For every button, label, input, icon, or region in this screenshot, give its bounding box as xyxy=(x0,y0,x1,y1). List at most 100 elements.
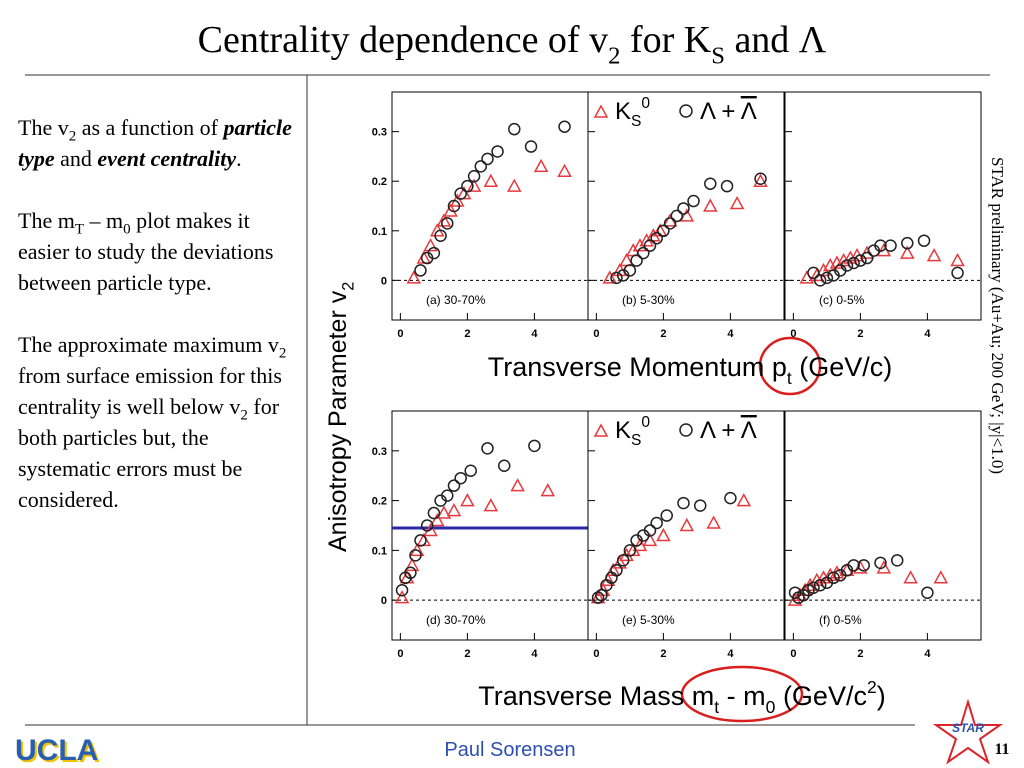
lambda-marker xyxy=(508,122,521,136)
ks-marker xyxy=(632,537,648,552)
panel-frame xyxy=(784,91,982,321)
panel-label: (e) 5-30% xyxy=(622,613,675,627)
lambda-marker xyxy=(704,177,717,190)
ks-marker xyxy=(423,238,438,252)
text-segment: 2 xyxy=(340,282,358,291)
lambda-marker xyxy=(414,264,427,277)
text-segment: 0 xyxy=(123,221,131,238)
text-segment: Λ xyxy=(741,98,757,125)
text-segment: – m xyxy=(84,208,124,233)
lambda-marker xyxy=(434,229,447,242)
text-segment: and Λ xyxy=(725,19,827,61)
x-tick-label: 0 xyxy=(790,648,796,660)
panel-label: (d) 30-70% xyxy=(426,613,486,627)
ks-marker xyxy=(729,195,745,210)
ks-marker xyxy=(900,245,915,259)
ks-marker xyxy=(443,203,458,217)
lambda-marker xyxy=(663,217,677,230)
lambda-marker xyxy=(917,234,931,247)
lambda-marker xyxy=(820,271,834,285)
lambda-marker xyxy=(670,209,684,223)
text-segment: S xyxy=(711,42,725,69)
y-tick-label: 0 xyxy=(381,275,387,287)
legend-marker xyxy=(679,104,693,118)
lambda-marker xyxy=(427,506,441,520)
lambda-marker xyxy=(610,564,623,577)
text-segment: Anisotropy Parameter v xyxy=(324,290,352,552)
lambda-marker xyxy=(467,170,481,183)
text-segment: for K xyxy=(620,19,711,61)
ks-marker xyxy=(557,163,572,178)
ks-marker xyxy=(679,517,695,532)
lambda-marker xyxy=(643,524,657,537)
lambda-marker xyxy=(720,179,734,193)
ks-marker xyxy=(703,198,718,212)
rich-text: KS0 xyxy=(615,414,650,449)
x-tick-label: 4 xyxy=(531,328,538,340)
y-tick-label: 0.1 xyxy=(372,545,387,557)
text-segment: 2 xyxy=(240,407,248,424)
text-segment: S xyxy=(631,432,641,449)
lambda-marker xyxy=(874,239,887,252)
lambda-marker xyxy=(630,254,643,267)
ucla-logo: UCLA xyxy=(15,734,98,767)
text-segment: The m xyxy=(18,208,75,233)
x-tick-label: 2 xyxy=(464,648,470,660)
page-number: 11 xyxy=(994,741,1009,758)
y-tick-label: 0.1 xyxy=(372,226,387,238)
x-tick-label: 0 xyxy=(593,328,599,340)
ks-marker xyxy=(436,505,452,519)
rich-text: Λ + Λ xyxy=(700,98,757,125)
text-segment: Λ + xyxy=(700,417,741,444)
lambda-marker xyxy=(650,231,663,245)
x-tick-label: 0 xyxy=(790,328,796,340)
x-tick-label: 2 xyxy=(464,328,470,340)
lambda-marker xyxy=(481,442,494,455)
ks-marker xyxy=(394,590,410,604)
legend-marker xyxy=(593,104,609,118)
x-tick-label: 4 xyxy=(727,328,734,340)
ks-marker xyxy=(950,252,965,267)
panel-label: (f) 0-5% xyxy=(819,613,862,627)
ks-marker xyxy=(507,178,522,192)
lambda-marker xyxy=(890,554,904,567)
lambda-marker xyxy=(610,271,623,285)
text-segment: K xyxy=(615,98,631,125)
ks-marker xyxy=(404,557,420,572)
text-segment: 2 xyxy=(278,345,287,362)
x-tick-label: 0 xyxy=(397,648,403,660)
ks-marker xyxy=(423,522,438,537)
y-tick-label: 0.3 xyxy=(372,127,387,139)
lambda-marker xyxy=(591,591,605,604)
text-segment: particle type xyxy=(18,115,292,171)
ks-marker xyxy=(510,478,525,492)
lambda-marker xyxy=(951,266,964,280)
rich-text: Λ + Λ xyxy=(700,417,757,444)
x-tick-label: 2 xyxy=(660,648,666,660)
x-tick-label: 4 xyxy=(924,328,931,340)
ks-marker xyxy=(446,502,462,517)
text-segment: - m xyxy=(719,681,766,711)
rich-text: Transverse Mass mt - m0 (GeV/c2) xyxy=(478,677,885,717)
text-segment: plot makes it easier to study the deviat… xyxy=(18,208,274,295)
ks-marker xyxy=(466,178,482,192)
lambda-marker xyxy=(650,516,663,530)
text-segment: 0 xyxy=(766,697,776,717)
lambda-marker xyxy=(657,224,670,238)
lambda-marker xyxy=(693,499,707,512)
lambda-marker xyxy=(677,496,690,510)
ks-marker xyxy=(753,173,768,187)
author: Paul Sorensen xyxy=(444,739,575,761)
text-segment: t xyxy=(714,697,719,717)
x-tick-label: 4 xyxy=(924,648,931,660)
lambda-marker xyxy=(754,172,767,185)
lambda-marker xyxy=(558,120,571,133)
text-segment: as a function of xyxy=(76,115,224,140)
ks-marker xyxy=(853,560,868,574)
text-segment: 2 xyxy=(867,677,877,697)
highlight-ellipse xyxy=(680,665,804,723)
lambda-marker xyxy=(921,586,934,599)
panel-label: (a) 30-70% xyxy=(426,293,486,307)
highlight-ellipse xyxy=(758,336,822,396)
